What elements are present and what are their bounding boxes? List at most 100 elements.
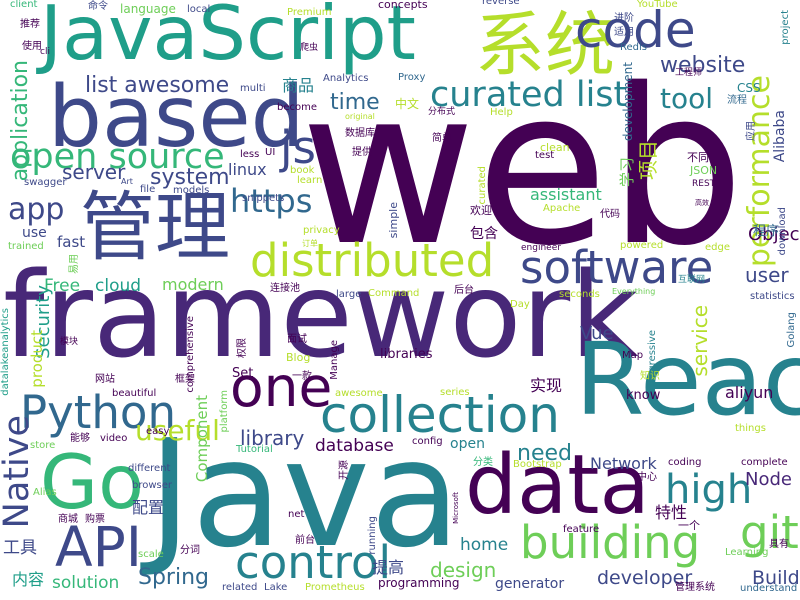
word-144-cjk: 后台 [454,285,474,296]
word-142-seconds: seconds [559,289,600,300]
word-105-cjk: 分布式 [428,107,456,117]
word-11-code: code [575,1,696,59]
word-61-cjk: 实现 [530,376,563,395]
word-119-curated: curated [477,166,488,205]
word-31-time: time [330,90,380,115]
word-64-cjk: 配置 [132,498,165,517]
word-176-bootstrap: Bootstrap [513,459,562,470]
word-187-cjk: 一个 [678,519,700,532]
word-141-command: Command [368,288,420,299]
word-30-native: Native [0,415,37,529]
word-199-understand: understand [740,583,798,594]
word-62-cjk: 特性 [655,503,688,522]
word-83-local: local [187,4,211,15]
word-174-coding: coding [668,457,702,468]
word-103-become: become [277,102,318,113]
word-94-cjk: 适用 [614,27,634,38]
word-182-cjk: 购票 [85,514,105,525]
word-16-python: Python [20,386,176,439]
word-113-cjk: 不同 [687,151,709,164]
word-53-free: Free [44,276,81,296]
word-188-cjk: 具有 [769,539,789,550]
word-125-cjk: 欢迎 [470,204,492,217]
word-92-proxy: Proxy [398,72,426,83]
word-27-website: website [660,53,746,78]
word-32-useful: useful [135,414,220,447]
word-51-modern: modern [162,275,224,294]
word-122-models: models [173,185,210,196]
word-148-cjk: 模块 [60,337,79,347]
word-68-alibaba: Alibaba [772,110,788,163]
word-192-programming: programming [378,576,460,590]
word-4-react: React [575,321,800,438]
word-71-product: product [28,330,46,388]
word-156-cjk: 知识 [640,371,660,382]
word-50-solution: solution [52,573,120,593]
word-12-collection: collection [320,386,560,444]
word-5-based: based [48,68,305,167]
word-19-git: git [740,506,799,559]
word-47-design: design [430,558,497,582]
word-34-system: system [150,165,230,190]
word-21-curated-list: curated list [430,75,628,115]
word-96-cjk: 工程师 [675,68,703,78]
word-112-test: test [535,150,555,161]
word-93-redis: Redis [620,42,647,53]
word-138-cjk: 易用 [69,254,80,274]
word-109-cjk: 简单 [432,133,452,144]
word-183-cjk: 前台 [295,535,315,546]
word-130-cjk: 高效 [695,199,709,207]
word-171-cjk: 开源 [339,460,350,480]
word-85-cjk: 命令 [88,1,108,12]
word-134-engineer: engineer [521,243,561,253]
word-14-api: API [55,515,143,579]
word-152-manage: Manage [329,340,340,380]
word-90-cjk: 爬虫 [300,43,319,53]
word-17-control: control [235,536,391,589]
word-70-development: development [621,62,635,142]
word-129-download: download [777,207,788,256]
word-153-cjk: 一款 [292,371,312,382]
word-37-server: server [62,160,126,184]
word-20-high: high [665,467,753,513]
word-66-cjk: 内容 [12,570,45,589]
word-136-edge: edge [705,242,730,253]
word-196-lake: Lake [264,582,288,593]
word-170-tutorial: Tutorial [236,444,273,455]
word-48-build: Build [752,567,800,589]
word-36-node: Node [745,469,792,490]
word-106-original: original [345,112,375,121]
word-110-cjk: 提供 [352,147,372,158]
word-67-cjk: 程序 [753,224,780,239]
word-33-spring: Spring [138,565,209,590]
word-139-cjk: 连接池 [270,283,300,294]
word-89-cli: cli [40,47,50,57]
word-190-cjk: 分词 [180,545,200,556]
word-8-cjk: 系统 [475,4,615,86]
word-123-snippets: snippets [242,193,285,204]
word-99-cjk: 流程 [727,95,747,106]
word-79-youtube: YouTube [637,0,678,10]
word-165-video: video [100,433,128,444]
word-45-need: need [517,441,572,466]
word-185-microsoft: Microsoft [452,492,460,524]
word-198-cjk: 管理系统 [675,582,715,593]
word-40-service: service [688,305,712,377]
word-0-web: web [300,42,745,293]
word-115-swagger: swagger [24,177,67,188]
word-29-js: js [280,121,316,174]
word-135-powered: powered [620,240,664,251]
word-100-multi: multi [240,83,266,94]
word-49-developer: developer [597,567,693,589]
word-13-go: Go [40,438,145,526]
word-175-cjk: 分类 [473,457,493,468]
word-164-platform: platform [219,390,230,433]
word-97-project: project [780,10,791,45]
word-101-less: less [240,149,260,160]
word-124-privacy: privacy [303,225,340,236]
word-25-tool: tool [660,82,714,115]
word-23-list-awesome: list awesome [85,73,230,98]
word-73-use: use [22,225,47,241]
word-180-alias: Alias [33,487,57,498]
word-107-help: Help [490,107,513,118]
